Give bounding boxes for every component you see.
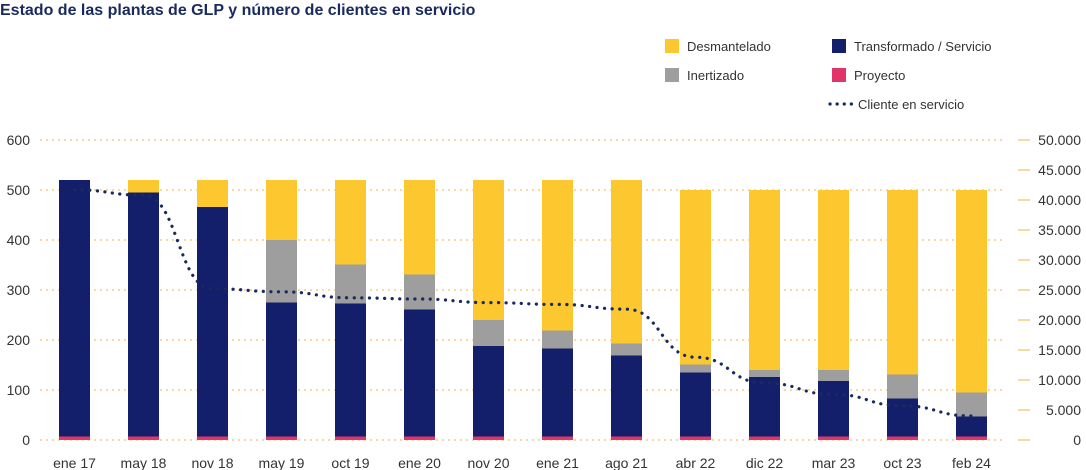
- bar-inertizado: [818, 370, 849, 381]
- legend-proyecto-swatch: [832, 68, 846, 82]
- legend-cliente-en-servicio-label: Cliente en servicio: [858, 97, 964, 112]
- bar-transformado-servicio: [749, 377, 780, 437]
- bar-proyecto: [335, 436, 366, 440]
- legend-proyecto-label: Proyecto: [854, 68, 905, 83]
- bar-desmantelado: [473, 180, 504, 320]
- bar-proyecto: [749, 436, 780, 440]
- right-axis-tick: 45.000: [1038, 162, 1081, 178]
- right-axis-tick: 25.000: [1038, 282, 1081, 298]
- line-cliente-en-servicio: [72, 188, 974, 418]
- bar-desmantelado: [404, 180, 435, 275]
- bar-desmantelado: [128, 180, 159, 193]
- bar-proyecto: [818, 436, 849, 440]
- legend-desmantelado-label: Desmantelado: [687, 39, 771, 54]
- bar-transformado-servicio: [59, 180, 90, 437]
- x-axis-tick: dic 22: [746, 455, 784, 470]
- right-axis-tick: 30.000: [1038, 252, 1081, 268]
- bar-desmantelado: [197, 180, 228, 207]
- right-axis-tick: 10.000: [1038, 372, 1081, 388]
- bar-proyecto: [266, 436, 297, 440]
- bar-proyecto: [680, 436, 711, 440]
- bar-desmantelado: [680, 190, 711, 365]
- bar-transformado-servicio: [542, 348, 573, 437]
- legend-transformado-servicio-swatch: [832, 39, 846, 53]
- x-axis-tick: oct 23: [883, 455, 921, 470]
- x-axis-tick: ene 20: [398, 455, 441, 470]
- x-axis-tick: may 19: [259, 455, 305, 470]
- legend-desmantelado-swatch: [665, 39, 679, 53]
- right-axis-tick: 0: [1073, 432, 1081, 448]
- bar-transformado-servicio: [197, 207, 228, 437]
- x-axis-tick: mar 23: [812, 455, 856, 470]
- bar-inertizado: [542, 330, 573, 349]
- x-axis-tick: abr 22: [676, 455, 716, 470]
- bar-proyecto: [542, 436, 573, 440]
- bar-transformado-servicio: [611, 355, 642, 437]
- right-axis-tick: 20.000: [1038, 312, 1081, 328]
- bar-desmantelado: [335, 180, 366, 265]
- x-axis-tick: may 18: [121, 455, 167, 470]
- bar-transformado-servicio: [404, 309, 435, 437]
- bar-transformado-servicio: [818, 381, 849, 437]
- bar-desmantelado: [956, 190, 987, 393]
- bar-transformado-servicio: [266, 302, 297, 437]
- left-axis-tick: 0: [22, 432, 30, 448]
- x-axis-tick: feb 24: [952, 455, 991, 470]
- bar-proyecto: [128, 436, 159, 440]
- x-axis-tick: ene 17: [53, 455, 96, 470]
- chart-title: Estado de las plantas de GLP y número de…: [0, 2, 476, 19]
- x-axis-tick: ene 21: [536, 455, 579, 470]
- bar-transformado-servicio: [473, 346, 504, 437]
- left-axis-tick: 200: [7, 332, 31, 348]
- left-axis-tick: 500: [7, 182, 31, 198]
- bar-inertizado: [611, 343, 642, 356]
- left-axis-tick: 300: [7, 282, 31, 298]
- bar-proyecto: [59, 436, 90, 440]
- bar-proyecto: [611, 436, 642, 440]
- bar-proyecto: [404, 436, 435, 440]
- legend-inertizado-swatch: [665, 68, 679, 82]
- x-axis-tick: oct 19: [331, 455, 369, 470]
- x-axis-tick: nov 18: [191, 455, 233, 470]
- bar-desmantelado: [749, 190, 780, 370]
- bar-inertizado: [749, 370, 780, 377]
- legend-inertizado-label: Inertizado: [687, 68, 744, 83]
- right-axis-tick: 5.000: [1046, 402, 1081, 418]
- bar-desmantelado: [887, 190, 918, 375]
- x-axis-tick: nov 20: [467, 455, 509, 470]
- left-axis-tick: 100: [7, 382, 31, 398]
- bar-proyecto: [197, 436, 228, 440]
- bar-desmantelado: [818, 190, 849, 370]
- bar-inertizado: [404, 274, 435, 310]
- bar-proyecto: [887, 436, 918, 440]
- bar-inertizado: [473, 320, 504, 346]
- bar-transformado-servicio: [956, 416, 987, 437]
- bar-transformado-servicio: [680, 372, 711, 437]
- bar-inertizado: [680, 364, 711, 373]
- bar-proyecto: [956, 436, 987, 440]
- right-axis-tick: 35.000: [1038, 222, 1081, 238]
- bar-transformado-servicio: [335, 303, 366, 437]
- right-axis-tick: 50.000: [1038, 132, 1081, 148]
- right-axis-tick: 15.000: [1038, 342, 1081, 358]
- bar-proyecto: [473, 436, 504, 440]
- legend-transformado-servicio-label: Transformado / Servicio: [854, 39, 992, 54]
- left-axis-tick: 400: [7, 232, 31, 248]
- bar-inertizado: [887, 374, 918, 399]
- bar-transformado-servicio: [887, 398, 918, 437]
- bar-inertizado: [956, 392, 987, 417]
- bar-desmantelado: [542, 180, 573, 331]
- bar-desmantelado: [611, 180, 642, 344]
- right-axis-tick: 40.000: [1038, 192, 1081, 208]
- bar-transformado-servicio: [128, 192, 159, 437]
- left-axis-tick: 600: [7, 132, 31, 148]
- x-axis-tick: ago 21: [605, 455, 648, 470]
- bar-desmantelado: [266, 180, 297, 240]
